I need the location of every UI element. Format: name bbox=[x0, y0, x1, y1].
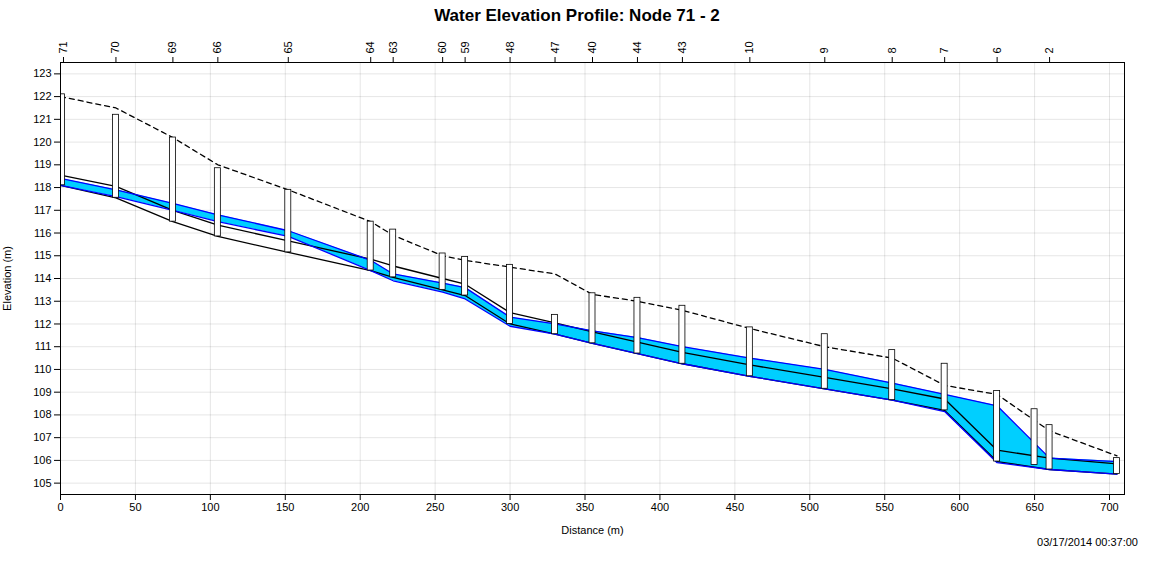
svg-text:115: 115 bbox=[34, 249, 52, 261]
svg-text:450: 450 bbox=[726, 501, 744, 513]
svg-text:10: 10 bbox=[743, 41, 755, 53]
svg-text:106: 106 bbox=[33, 454, 51, 466]
svg-text:250: 250 bbox=[426, 501, 444, 513]
svg-text:109: 109 bbox=[33, 386, 51, 398]
svg-text:650: 650 bbox=[1025, 501, 1043, 513]
svg-text:150: 150 bbox=[276, 501, 294, 513]
svg-text:59: 59 bbox=[459, 41, 471, 53]
svg-text:7: 7 bbox=[938, 47, 950, 53]
svg-text:118: 118 bbox=[34, 181, 52, 193]
svg-text:108: 108 bbox=[33, 408, 51, 420]
svg-text:100: 100 bbox=[201, 501, 219, 513]
svg-text:44: 44 bbox=[631, 41, 643, 53]
svg-text:Distance (m): Distance (m) bbox=[561, 524, 623, 536]
svg-text:114: 114 bbox=[34, 272, 52, 284]
svg-text:300: 300 bbox=[501, 501, 519, 513]
svg-text:71: 71 bbox=[57, 41, 69, 53]
html-text:03/17/2014 00:37:00: 03/17/2014 00:37:00 bbox=[1037, 536, 1138, 548]
html-text:Water Elevation Profile: Node: Water Elevation Profile: Node 71 - 2 bbox=[434, 6, 720, 25]
svg-text:47: 47 bbox=[549, 41, 561, 53]
svg-text:0: 0 bbox=[57, 501, 63, 513]
svg-text:113: 113 bbox=[34, 295, 52, 307]
svg-text:121: 121 bbox=[33, 113, 51, 125]
svg-text:700: 700 bbox=[1100, 501, 1118, 513]
svg-text:64: 64 bbox=[364, 41, 376, 53]
svg-text:63: 63 bbox=[387, 41, 399, 53]
svg-text:110: 110 bbox=[34, 363, 52, 375]
svg-text:119: 119 bbox=[34, 158, 52, 170]
svg-text:69: 69 bbox=[166, 41, 178, 53]
svg-text:107: 107 bbox=[33, 431, 51, 443]
svg-text:70: 70 bbox=[109, 41, 121, 53]
svg-text:50: 50 bbox=[129, 501, 141, 513]
svg-text:123: 123 bbox=[33, 67, 51, 79]
svg-text:65: 65 bbox=[282, 41, 294, 53]
svg-text:500: 500 bbox=[801, 501, 819, 513]
svg-text:400: 400 bbox=[651, 501, 669, 513]
svg-text:9: 9 bbox=[818, 47, 830, 53]
svg-text:350: 350 bbox=[576, 501, 594, 513]
svg-text:111: 111 bbox=[35, 340, 52, 352]
svg-text:43: 43 bbox=[676, 41, 688, 53]
svg-text:2: 2 bbox=[1043, 47, 1055, 53]
svg-text:200: 200 bbox=[351, 501, 369, 513]
svg-text:8: 8 bbox=[886, 47, 898, 53]
svg-text:66: 66 bbox=[211, 41, 223, 53]
svg-text:550: 550 bbox=[876, 501, 894, 513]
svg-text:600: 600 bbox=[950, 501, 968, 513]
svg-text:48: 48 bbox=[504, 41, 516, 53]
svg-text:112: 112 bbox=[34, 317, 52, 329]
svg-text:105: 105 bbox=[33, 477, 51, 489]
svg-text:Elevation (m): Elevation (m) bbox=[1, 246, 13, 311]
svg-text:122: 122 bbox=[33, 90, 51, 102]
svg-text:117: 117 bbox=[34, 204, 52, 216]
svg-text:6: 6 bbox=[991, 47, 1003, 53]
svg-text:116: 116 bbox=[34, 227, 52, 239]
svg-text:60: 60 bbox=[436, 41, 448, 53]
svg-text:40: 40 bbox=[586, 41, 598, 53]
svg-text:120: 120 bbox=[33, 136, 51, 148]
